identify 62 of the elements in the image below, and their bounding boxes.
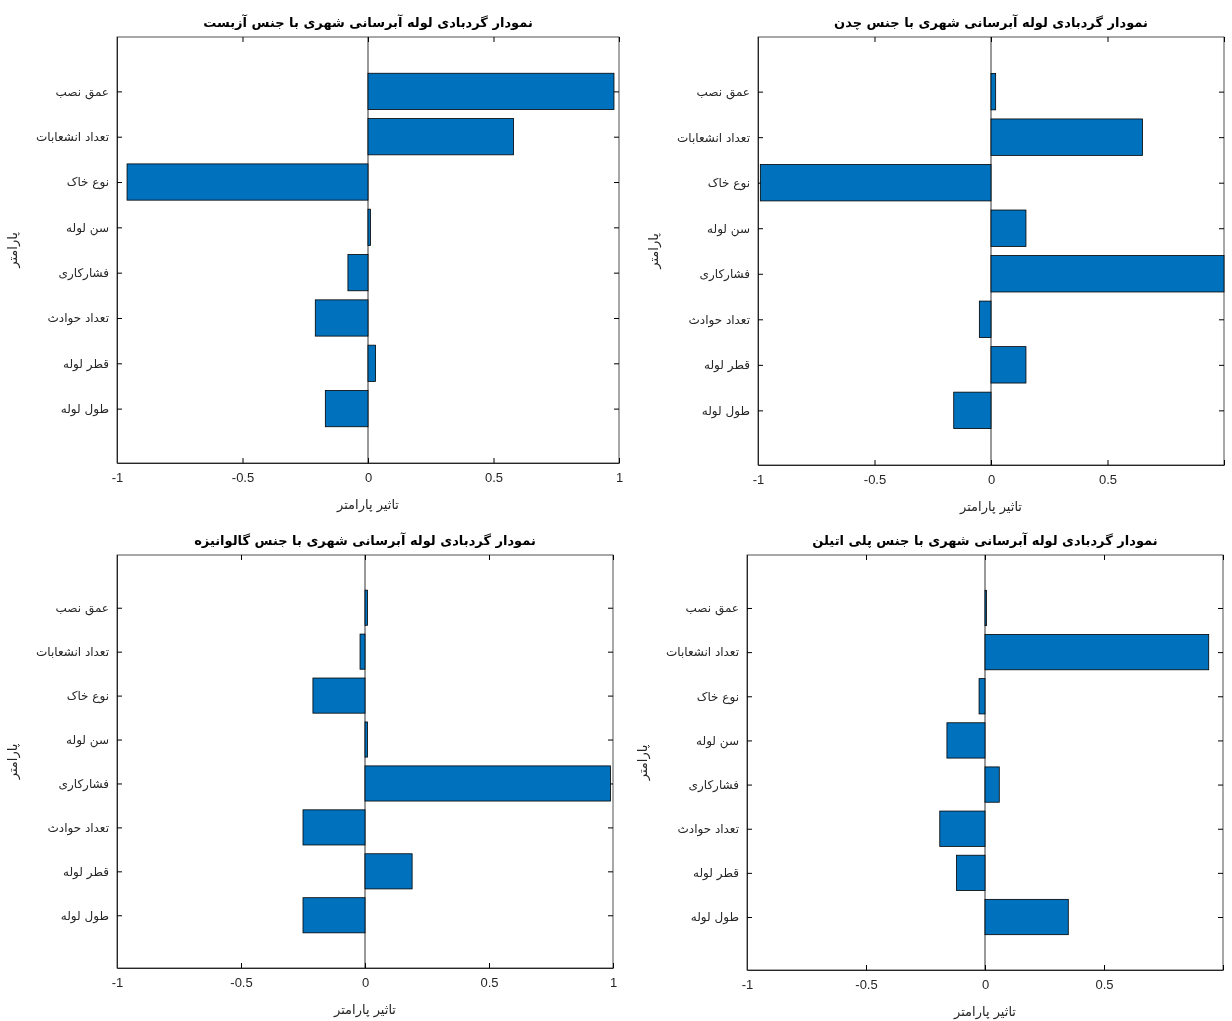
- y-tick-label: قطر لوله: [63, 864, 109, 880]
- y-tick-label: فشارکاری: [699, 267, 750, 283]
- y-tick-label: عمق نصب: [685, 601, 739, 617]
- chart-title: نمودار گردبادی لوله آبرسانی شهری با جنس چدن: [834, 14, 1148, 30]
- x-axis-title: تاثیر پارامتر: [333, 1002, 397, 1018]
- x-tick-label: 0.5: [1095, 977, 1114, 993]
- y-tick-label: فشارکاری: [58, 776, 109, 792]
- y-tick-label: تعداد حوادث: [677, 822, 739, 838]
- y-tick-label: سن لوله: [66, 220, 109, 236]
- chart-title: نمودار گردبادی لوله آبرسانی شهری با جنس پلی اتیلن: [812, 532, 1158, 548]
- y-axis-title: پارامتر: [646, 232, 662, 270]
- y-axis-title: پارامتر: [5, 743, 21, 781]
- x-tick-label: -0.5: [863, 472, 887, 488]
- y-tick-label: تعداد حوادث: [47, 820, 109, 836]
- y-tick-label: قطر لوله: [693, 866, 739, 882]
- y-tick-label: قطر لوله: [704, 358, 750, 374]
- y-tick-label: سن لوله: [66, 732, 109, 748]
- y-tick-label: عمق نصب: [696, 84, 750, 100]
- y-axis-title: پارامتر: [635, 744, 651, 782]
- x-tick-label: 0: [981, 977, 990, 993]
- x-tick-label: 0.5: [484, 470, 504, 486]
- y-tick-label: قطر لوله: [63, 356, 109, 372]
- x-tick-label: -1: [111, 975, 124, 991]
- y-tick-label: تعداد انشعابات: [35, 130, 109, 145]
- x-tick-label: 0: [361, 975, 370, 991]
- y-tick-label: تعداد انشعابات: [676, 130, 750, 145]
- x-tick-label: -1: [111, 470, 124, 486]
- y-tick-label: طول لوله: [60, 908, 109, 924]
- y-tick-label: طول لوله: [690, 910, 739, 926]
- x-tick-label: -1: [741, 977, 754, 993]
- y-tick-label: طول لوله: [60, 401, 109, 417]
- y-tick-label: تعداد انشعابات: [665, 645, 739, 660]
- x-tick-label: -1: [752, 472, 765, 488]
- x-tick-label: 1: [615, 470, 624, 486]
- x-axis-title: تاثیر پارامتر: [953, 1004, 1017, 1020]
- y-tick-label: سن لوله: [707, 221, 750, 237]
- y-tick-label: نوع خاک: [707, 176, 750, 192]
- x-tick-label: 0.5: [1098, 472, 1118, 488]
- y-axis-title: پارامتر: [5, 231, 21, 269]
- x-tick-label: 0: [987, 472, 996, 488]
- y-tick-label: تعداد انشعابات: [35, 645, 109, 659]
- x-tick-label: -0.5: [230, 975, 253, 991]
- y-tick-label: عمق نصب: [55, 84, 109, 100]
- y-tick-label: نوع خاک: [696, 689, 739, 705]
- y-tick-label: نوع خاک: [66, 688, 109, 704]
- x-tick-label: -0.5: [231, 470, 255, 486]
- x-tick-label: 1: [609, 975, 618, 991]
- y-tick-label: تعداد حوادث: [688, 312, 750, 328]
- x-axis-title: تاثیر پارامتر: [336, 497, 400, 513]
- y-tick-label: نوع خاک: [66, 175, 109, 191]
- x-tick-label: -0.5: [855, 977, 878, 993]
- y-tick-label: طول لوله: [701, 403, 750, 419]
- y-tick-label: عمق نصب: [55, 601, 109, 617]
- x-axis-title: تاثیر پارامتر: [959, 499, 1023, 515]
- x-tick-label: 0: [364, 470, 373, 486]
- y-tick-label: سن لوله: [696, 733, 739, 749]
- y-tick-label: تعداد حوادث: [47, 311, 109, 327]
- y-tick-label: فشارکاری: [688, 777, 739, 793]
- y-tick-label: فشارکاری: [58, 266, 109, 281]
- chart-title: نمودار گردبادی لوله آبرسانی شهری با جنس گالوانیزه: [194, 532, 536, 548]
- chart-title: نمودار گردبادی لوله آبرسانی شهری با جنس آزبست: [203, 14, 533, 30]
- x-tick-label: 0.5: [480, 975, 499, 991]
